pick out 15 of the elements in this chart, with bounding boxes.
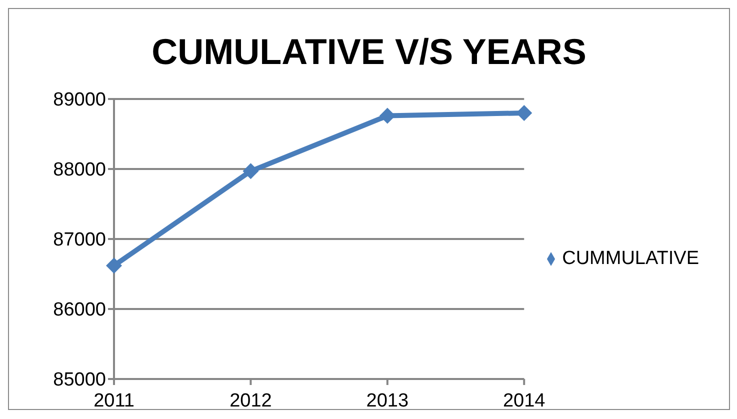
- x-tick-label: 2014: [502, 390, 546, 412]
- point: [106, 258, 122, 274]
- y-tick-label: 87000: [53, 230, 106, 251]
- x-tick-label: 2012: [230, 390, 272, 412]
- x-tick-label: 2011: [94, 390, 134, 412]
- y-tick-label: 85000: [53, 370, 106, 391]
- y-tick-label: 88000: [53, 160, 106, 181]
- x-tick-label: 2013: [366, 390, 409, 412]
- y-tick-label: 86000: [53, 300, 106, 321]
- point: [242, 163, 259, 180]
- y-tick-label: 89000: [53, 90, 106, 111]
- legend-label: CUMMULATIVE: [562, 248, 699, 269]
- point: [516, 105, 532, 121]
- point: [379, 108, 396, 124]
- chart-title: CUMULATIVE V/S YEARS: [150, 30, 588, 74]
